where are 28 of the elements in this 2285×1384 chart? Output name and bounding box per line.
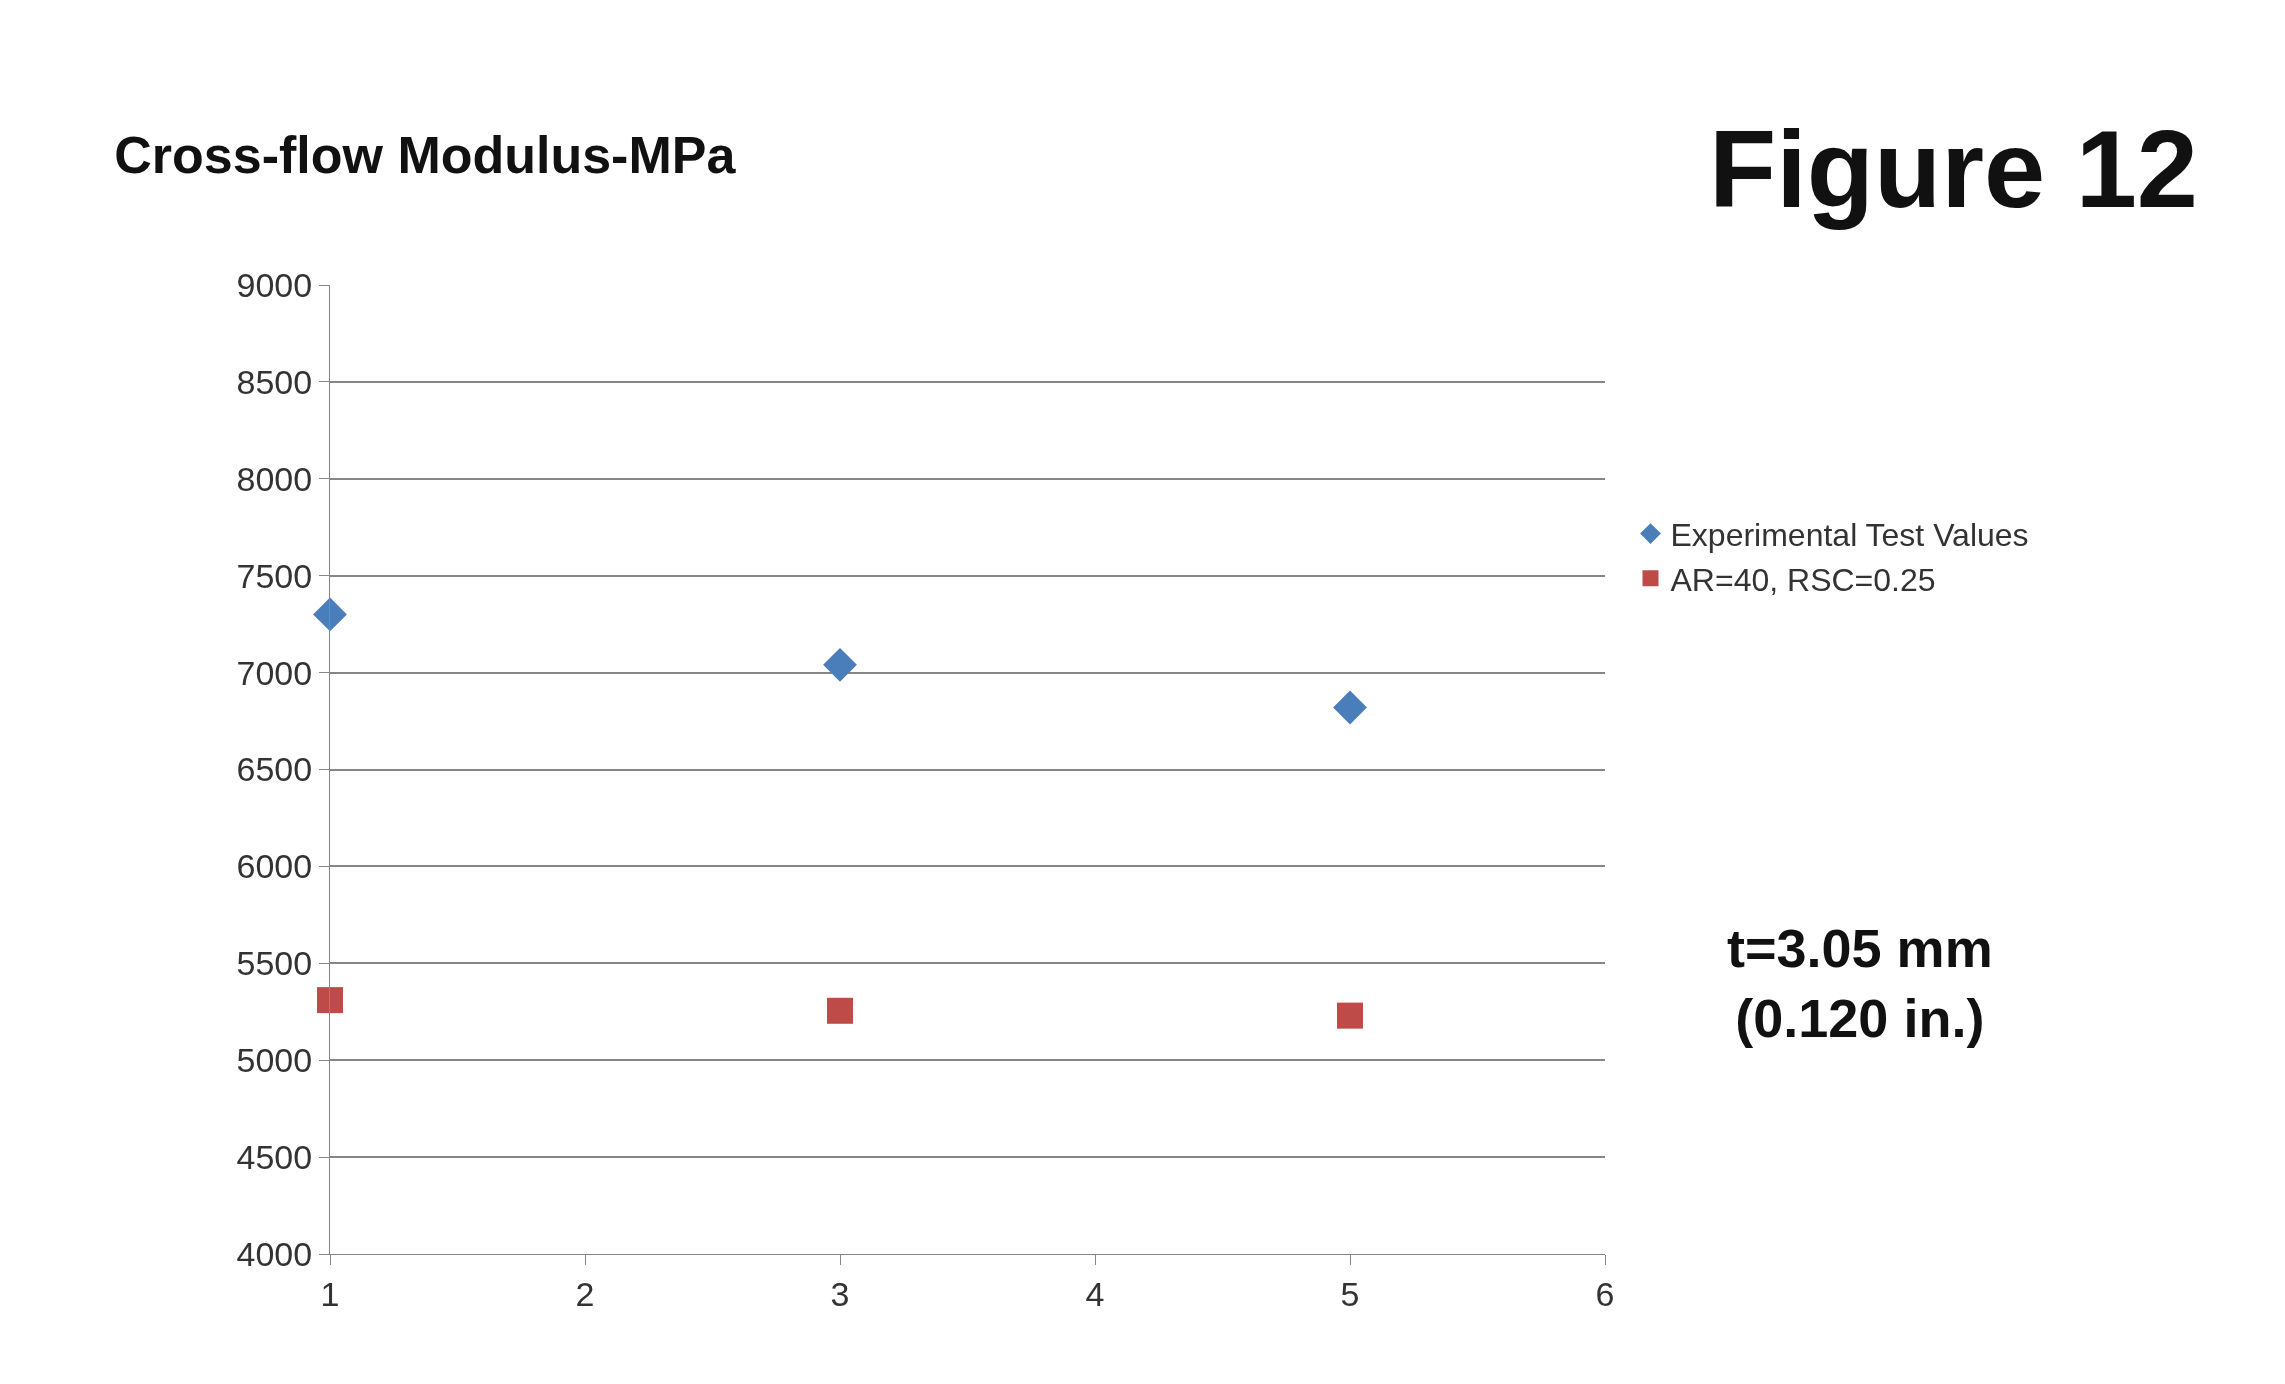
y-tick-label: 5500 xyxy=(236,944,313,983)
x-tick-label: 2 xyxy=(575,1274,595,1313)
y-tick-label: 7000 xyxy=(236,653,313,692)
point xyxy=(823,647,857,682)
x-tick-label: 4 xyxy=(1085,1274,1105,1313)
chart-title: Cross-flow Modulus-MPa xyxy=(114,126,737,184)
y-tick-label: 5000 xyxy=(236,1041,313,1080)
legend-label: AR=40, RSC=0.25 xyxy=(1670,561,1936,598)
y-tick-label: 9000 xyxy=(236,265,313,304)
y-tick-label: 7500 xyxy=(236,556,313,595)
x-tick-label: 3 xyxy=(830,1274,850,1313)
x-tick-label: 6 xyxy=(1595,1274,1615,1313)
caption: Figure 12 xyxy=(1709,107,2199,230)
point xyxy=(1337,1002,1363,1029)
y-tick-label: 4500 xyxy=(236,1138,313,1176)
y-tick-label: 6500 xyxy=(236,750,313,789)
legend-label: Experimental Test Values xyxy=(1670,517,2029,554)
x-tick-label: 1 xyxy=(320,1274,340,1313)
point xyxy=(317,987,343,1014)
y-tick-label: 8000 xyxy=(236,459,313,498)
point xyxy=(1333,690,1367,725)
point xyxy=(827,997,853,1024)
y-tick-label: 4000 xyxy=(236,1234,313,1273)
y-tick-label: 6000 xyxy=(236,847,313,886)
point xyxy=(313,597,347,632)
y-tick-label: 8500 xyxy=(236,362,313,401)
x-tick-label: 5 xyxy=(1340,1274,1360,1313)
text: t=3.05 mm (0.120 in.) xyxy=(1727,918,1993,1049)
